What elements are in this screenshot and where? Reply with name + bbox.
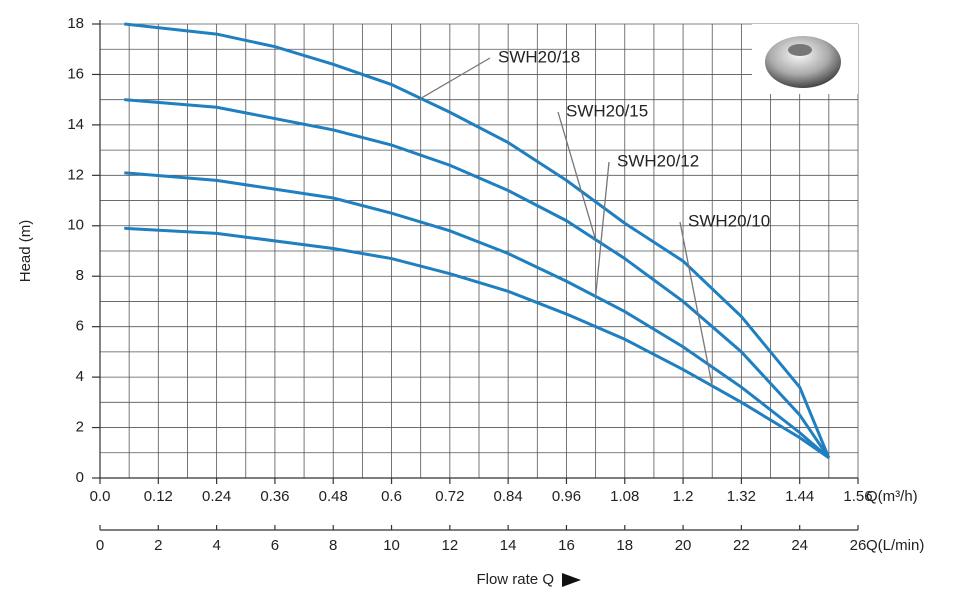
y-axis-title: Head (m) — [17, 220, 34, 283]
x-tick-label: 0.48 — [319, 488, 348, 505]
x2-tick-label: 8 — [329, 537, 337, 554]
y-tick-label: 14 — [67, 116, 84, 133]
x-tick-label: 0.72 — [435, 488, 464, 505]
leader-line — [420, 57, 491, 99]
x-tick-label: 1.56 — [843, 488, 872, 505]
y-tick-label: 0 — [76, 469, 84, 486]
y-tick-label: 4 — [76, 368, 84, 385]
x-tick-label: 1.08 — [610, 488, 639, 505]
y-tick-label: 2 — [76, 419, 84, 436]
x2-axis-unit: Q(L/min) — [866, 537, 924, 554]
y-tick-label: 10 — [67, 217, 84, 234]
x2-tick-label: 4 — [212, 537, 220, 554]
x-tick-label: 0.84 — [494, 488, 523, 505]
curve-label: SWH20/12 — [617, 151, 699, 170]
impeller-hub — [788, 44, 812, 56]
curve-label: SWH20/18 — [498, 47, 580, 66]
curve — [124, 22, 831, 459]
curve-label: SWH20/15 — [566, 101, 648, 120]
leader-line — [557, 111, 597, 240]
x-axis-title: Flow rate Q — [476, 571, 554, 588]
x2-tick-label: 18 — [616, 537, 633, 554]
x-tick-label: 0.6 — [381, 488, 402, 505]
x-tick-label: 1.2 — [673, 488, 694, 505]
leader-line — [594, 161, 610, 297]
x2-tick-label: 2 — [154, 537, 162, 554]
x2-tick-label: 26 — [850, 537, 867, 554]
x2-tick-label: 16 — [558, 537, 575, 554]
curve — [124, 171, 830, 459]
curve — [124, 226, 830, 460]
x-tick-label: 0.36 — [260, 488, 289, 505]
arrow-icon — [562, 573, 581, 587]
x2-tick-label: 22 — [733, 537, 750, 554]
x-tick-label: 0.24 — [202, 488, 231, 505]
x2-tick-label: 12 — [442, 537, 459, 554]
x-tick-label: 0.96 — [552, 488, 581, 505]
y-tick-label: 6 — [76, 318, 84, 335]
x2-tick-label: 24 — [791, 537, 808, 554]
x-tick-label: 0.0 — [90, 488, 111, 505]
x-tick-label: 1.44 — [785, 488, 814, 505]
x-axis-unit: Q(m³/h) — [866, 488, 918, 505]
impeller-image — [765, 36, 841, 88]
x2-tick-label: 14 — [500, 537, 517, 554]
x2-tick-label: 20 — [675, 537, 692, 554]
leader-line — [679, 221, 713, 387]
curve — [124, 98, 831, 459]
y-tick-label: 12 — [67, 166, 84, 183]
curve-label: SWH20/10 — [688, 211, 770, 230]
x2-tick-label: 6 — [271, 537, 279, 554]
y-tick-label: 16 — [67, 65, 84, 82]
y-tick-label: 18 — [67, 15, 84, 32]
x-tick-label: 1.32 — [727, 488, 756, 505]
x-tick-label: 0.12 — [144, 488, 173, 505]
x2-tick-label: 0 — [96, 537, 104, 554]
y-tick-label: 8 — [76, 267, 84, 284]
x2-tick-label: 10 — [383, 537, 400, 554]
